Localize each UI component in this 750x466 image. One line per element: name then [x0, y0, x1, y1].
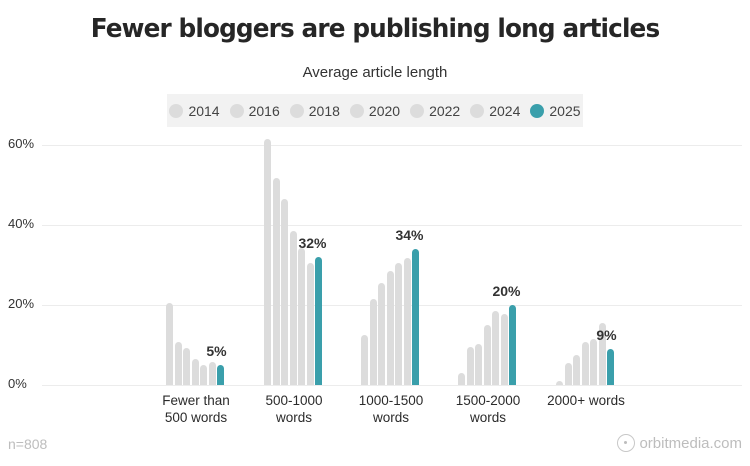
bar-2018-1: [281, 199, 288, 385]
x-category-label: 2000+ words: [536, 392, 636, 409]
bar-2016-3: [466, 347, 474, 385]
x-category-label-line: 2000+ words: [547, 393, 625, 408]
bar-2014-2: [361, 335, 368, 385]
legend-swatch-icon: [410, 103, 425, 118]
legend-swatch-icon: [349, 103, 364, 118]
data-label: 5%: [206, 343, 227, 359]
bar-2025-2: [412, 249, 419, 385]
legend-item-2024[interactable]: 2024: [470, 103, 520, 119]
bar-2020-1: [289, 231, 297, 385]
bar-2022-4: [590, 339, 597, 385]
bar-2014-3: [458, 373, 465, 385]
bar-2016-2: [369, 299, 377, 385]
legend-label: 2024: [489, 102, 521, 119]
bar-2022-0: [200, 365, 207, 385]
x-category-label-line: Fewer than: [162, 393, 230, 408]
legend-item-2022[interactable]: 2022: [410, 103, 460, 119]
bar-2018-0: [183, 348, 190, 385]
x-category-label-line: 1500-2000: [455, 393, 521, 408]
bar-2014-1: [264, 139, 271, 385]
bar-2024-1: [306, 263, 314, 385]
y-tick-label: 20%: [8, 296, 35, 311]
bar-2018-4: [573, 355, 580, 385]
bar-2022-3: [492, 311, 499, 385]
chart-subtitle: Average article length: [302, 64, 448, 81]
gridline: [42, 385, 742, 386]
bar-2024-4: [598, 323, 606, 385]
bar-2014-4: [556, 381, 563, 385]
bar-2018-2: [378, 283, 385, 385]
data-label: 34%: [395, 227, 424, 243]
x-category-label-line: 500-1000: [265, 393, 323, 408]
bar-2016-0: [174, 342, 182, 385]
x-category-label: 1000-1500 words: [341, 392, 441, 426]
bar-2020-0: [191, 359, 199, 385]
legend-swatch-icon: [289, 103, 304, 118]
orbit-logo-icon: [617, 434, 636, 452]
legend-label: 2016: [248, 102, 280, 119]
bar-2024-2: [403, 257, 411, 385]
bar-2020-4: [581, 342, 589, 385]
y-tick-label: 0%: [8, 376, 27, 391]
legend-item-2020[interactable]: 2020: [349, 102, 401, 119]
legend-item-2018[interactable]: 2018: [289, 102, 340, 119]
y-tick-label: 40%: [8, 216, 35, 231]
brand-name: orbitmedia.com: [639, 434, 742, 452]
bar-2025-4: [607, 349, 614, 385]
bar-2014-0: [166, 303, 173, 385]
x-category-label: 1500-2000 words: [438, 392, 538, 426]
bar-2025-1: [315, 257, 322, 385]
bar-2024-3: [500, 314, 508, 385]
x-category-label-line: words: [469, 410, 506, 425]
bar-2016-4: [564, 363, 572, 385]
legend-item-2025[interactable]: 2025: [530, 102, 581, 119]
x-category-label-line: words: [372, 410, 409, 425]
bar-2022-2: [395, 263, 402, 385]
data-label: 32%: [298, 235, 327, 251]
legend-label: 2018: [308, 102, 340, 119]
legend-item-2014[interactable]: 2014: [169, 102, 220, 119]
x-category-label-line: words: [275, 410, 312, 425]
legend-label: 2020: [368, 102, 401, 119]
data-label: 20%: [492, 283, 521, 299]
brand-logo: orbitmedia.com: [617, 434, 742, 452]
legend-swatch-icon: [169, 103, 184, 118]
legend: 2014 2016 2018 2020 2022 2024 2025: [167, 94, 583, 127]
sample-size-note: n=808: [8, 436, 48, 452]
x-category-label-line: 500 words: [164, 410, 228, 425]
x-category-label: 500-1000 words: [244, 392, 344, 426]
bar-2020-3: [483, 325, 491, 385]
bar-2022-1: [298, 248, 305, 385]
gridline: [42, 145, 742, 146]
bar-2018-3: [475, 344, 482, 385]
legend-label: 2022: [429, 102, 461, 119]
x-category-label-line: 1000-1500: [358, 393, 424, 408]
bar-2024-0: [208, 362, 216, 385]
chart-title: Fewer bloggers are publishing long artic…: [90, 14, 660, 44]
x-category-label: Fewer than 500 words: [146, 392, 246, 426]
bar-2016-1: [272, 178, 280, 385]
gridline: [42, 225, 742, 226]
bar-2020-2: [386, 271, 394, 385]
legend-label: 2014: [188, 102, 220, 119]
data-label: 9%: [596, 327, 617, 343]
bar-2025-3: [509, 305, 516, 385]
legend-swatch-icon: [470, 103, 485, 118]
y-tick-label: 60%: [8, 136, 35, 151]
bar-2025-0: [217, 365, 224, 385]
legend-swatch-icon: [530, 103, 545, 118]
legend-item-2016[interactable]: 2016: [229, 102, 280, 119]
legend-label: 2025: [549, 102, 581, 119]
legend-swatch-icon: [229, 103, 244, 118]
